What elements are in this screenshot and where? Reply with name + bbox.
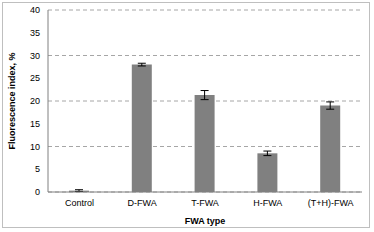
svg-text:5: 5: [35, 164, 40, 174]
svg-text:Control: Control: [65, 198, 94, 208]
svg-text:15: 15: [30, 119, 40, 129]
svg-text:40: 40: [30, 5, 40, 15]
svg-text:D-FWA: D-FWA: [128, 198, 157, 208]
svg-text:T-FWA: T-FWA: [191, 198, 219, 208]
svg-text:10: 10: [30, 142, 40, 152]
svg-text:30: 30: [30, 51, 40, 61]
svg-text:25: 25: [30, 73, 40, 83]
svg-text:(T+H)-FWA: (T+H)-FWA: [308, 198, 354, 208]
svg-text:0: 0: [35, 187, 40, 197]
svg-text:35: 35: [30, 28, 40, 38]
svg-text:20: 20: [30, 96, 40, 106]
svg-text:FWA type: FWA type: [185, 216, 226, 226]
svg-text:Fluorescence index, %: Fluorescence index, %: [8, 52, 17, 149]
svg-text:H-FWA: H-FWA: [253, 198, 282, 208]
